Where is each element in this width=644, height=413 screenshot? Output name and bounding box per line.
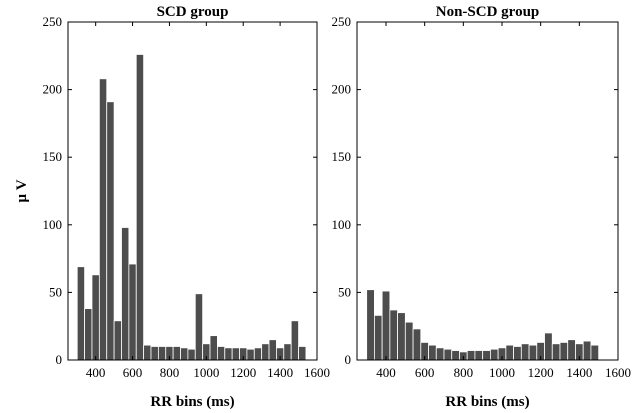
x-tick-label: 1600: [304, 365, 330, 380]
bar: [474, 350, 484, 361]
bar: [435, 347, 445, 361]
bar: [443, 348, 453, 361]
bar: [261, 343, 270, 361]
bar: [194, 293, 204, 361]
bar: [412, 328, 422, 361]
bar: [150, 346, 159, 361]
x-tick-label: 1200: [528, 365, 554, 380]
x-tick-label: 1400: [267, 365, 293, 380]
bar: [216, 346, 226, 361]
x-tick-label: 600: [123, 365, 143, 380]
bar: [84, 308, 93, 361]
bar: [373, 314, 383, 361]
bar: [590, 344, 600, 361]
x-tick-label: 1000: [193, 365, 219, 380]
bar: [389, 309, 398, 361]
bar: [290, 320, 299, 361]
bar: [187, 348, 196, 361]
bar: [466, 350, 476, 361]
y-tick-label: 0: [345, 352, 352, 367]
bar: [381, 290, 391, 361]
x-axis-label: RR bins (ms): [445, 394, 529, 410]
bar: [209, 335, 218, 361]
y-tick-label: 50: [338, 284, 351, 299]
bar: [224, 347, 233, 361]
x-axis-label: RR bins (ms): [150, 394, 234, 410]
bar: [551, 343, 561, 361]
y-tick-label: 200: [43, 82, 63, 97]
bar: [528, 344, 538, 361]
bar: [567, 339, 576, 361]
x-tick-label: 1600: [605, 365, 631, 380]
bar: [559, 342, 569, 361]
bar: [544, 332, 553, 361]
bar: [121, 227, 130, 361]
bar: [106, 101, 115, 361]
y-tick-label: 150: [332, 149, 352, 164]
y-tick-label: 0: [56, 352, 63, 367]
bar: [246, 348, 255, 361]
chart-title: SCD group: [157, 4, 229, 20]
bar: [505, 344, 514, 361]
bar: [76, 266, 86, 361]
y-tick-label: 100: [332, 217, 352, 232]
bar: [128, 263, 137, 361]
x-tick-label: 800: [160, 365, 180, 380]
y-tick-label: 50: [49, 284, 62, 299]
bar: [231, 347, 240, 361]
bar: [283, 343, 292, 361]
y-tick-label: 250: [332, 14, 352, 29]
y-tick-label: 150: [43, 149, 63, 164]
bar: [298, 346, 307, 361]
bar: [489, 348, 499, 361]
y-tick-label: 100: [43, 217, 63, 232]
bars: [76, 54, 307, 361]
bar: [520, 343, 530, 361]
x-tick-label: 1000: [489, 365, 515, 380]
bar: [113, 320, 122, 361]
non-scd-group-panel: 0 50 100 150 200 250 400 600 800 1000 1200 1400 1600…: [332, 4, 632, 410]
bar: [482, 350, 491, 361]
axes-box: [356, 21, 619, 361]
bar: [172, 346, 181, 361]
bar: [157, 346, 167, 361]
scd-group-panel: 0 50 100 150 200 250 400 600 800 1000 1200 1400 1600…: [14, 4, 330, 410]
x-tick-label: 1400: [566, 365, 592, 380]
bar: [91, 274, 100, 361]
bar: [428, 344, 437, 361]
bar: [366, 289, 375, 361]
x-tick-label: 400: [376, 365, 396, 380]
bar: [404, 321, 414, 361]
x-tick-label: 800: [454, 365, 474, 380]
bar: [451, 350, 460, 361]
bar: [253, 347, 263, 361]
bar: [397, 312, 406, 361]
x-tick-label: 600: [415, 365, 435, 380]
y-tick-label: 200: [332, 82, 352, 97]
chart-title: Non-SCD group: [436, 4, 540, 20]
y-axis-label: μ V: [14, 179, 30, 202]
bar: [180, 347, 189, 361]
y-tick-label: 250: [43, 14, 63, 29]
bar: [268, 339, 277, 361]
x-tick-label: 400: [86, 365, 106, 380]
bar: [98, 78, 108, 361]
bar: [143, 344, 152, 361]
bars: [366, 289, 600, 361]
x-tick-label: 1200: [230, 365, 256, 380]
bar: [135, 54, 145, 361]
axes-box: [67, 21, 318, 361]
bar: [513, 346, 522, 361]
bar: [582, 340, 592, 361]
